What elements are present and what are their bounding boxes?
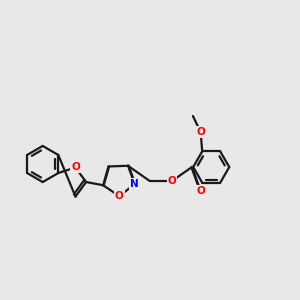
Text: O: O [196, 127, 205, 137]
Text: O: O [196, 186, 205, 196]
Text: O: O [115, 191, 124, 201]
Text: N: N [130, 179, 139, 189]
Text: O: O [168, 176, 176, 186]
Text: O: O [71, 162, 80, 172]
